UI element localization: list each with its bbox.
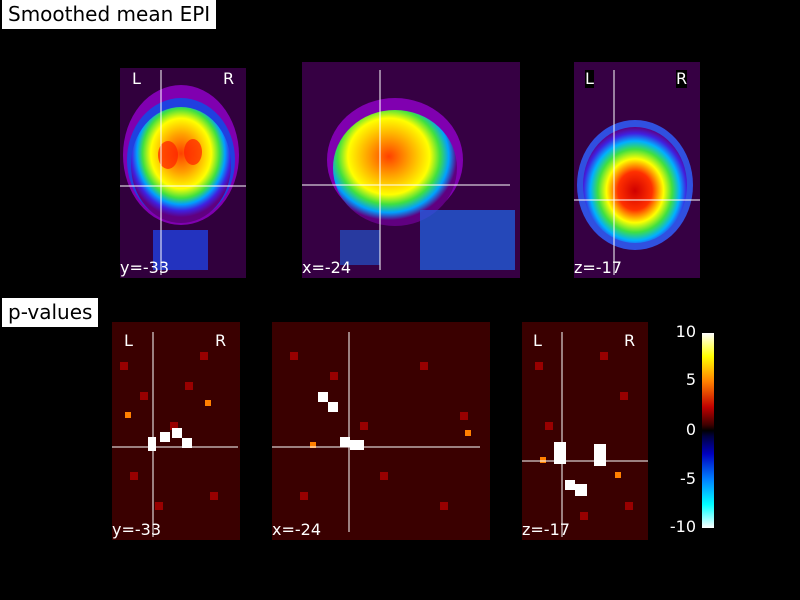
pvalues-sagittal-view[interactable]: x=-24 <box>270 322 492 542</box>
pvalues-axial-orient-left: L <box>533 331 542 350</box>
colorbar-gradient <box>702 333 714 528</box>
pvalues-axial-coord: z=-17 <box>522 520 570 539</box>
epi-axial-image <box>574 62 700 278</box>
epi-sagittal-coord: x=-24 <box>302 258 352 277</box>
pvalues-coronal-orient-right: R <box>215 331 227 350</box>
epi-coronal-orient-right: R <box>223 69 235 88</box>
pvalues-sagittal-coord: x=-24 <box>272 520 322 539</box>
colorbar-tick-0: 0 <box>685 420 696 439</box>
epi-title: Smoothed mean EPI <box>2 0 217 29</box>
pvalues-axial-image <box>522 322 648 540</box>
epi-sagittal-image <box>302 62 520 278</box>
colorbar-tick-5: 5 <box>685 370 696 389</box>
epi-sagittal-view[interactable]: x=-24 <box>300 60 520 280</box>
epi-axial-orient-right: R <box>676 69 688 88</box>
colorbar-tick-neg5: -5 <box>680 469 696 488</box>
pvalues-axial-view[interactable]: L R z=-17 <box>520 322 650 542</box>
epi-coronal-view[interactable]: L R y=-33 <box>118 60 248 280</box>
pvalues-coronal-coord: y=-33 <box>112 520 162 539</box>
colorbar-tick-10: 10 <box>675 322 696 341</box>
pvalues-coronal-image <box>112 322 240 540</box>
pvalues-axial-orient-right: R <box>624 331 636 350</box>
colorbar-tick-neg10: -10 <box>669 517 696 536</box>
epi-axial-orient-left: L <box>585 69 594 88</box>
epi-coronal-image <box>120 68 246 278</box>
epi-coronal-coord: y=-33 <box>120 258 170 277</box>
epi-coronal-orient-left: L <box>132 69 141 88</box>
colorbar <box>702 333 714 528</box>
pvalues-coronal-orient-left: L <box>124 331 133 350</box>
pvalues-coronal-view[interactable]: L R y=-33 <box>110 322 240 542</box>
epi-axial-view[interactable]: L R z=-17 <box>572 60 702 280</box>
pvalues-sagittal-image <box>272 322 490 540</box>
epi-axial-coord: z=-17 <box>574 258 622 277</box>
pvalues-title: p-values <box>2 298 99 327</box>
